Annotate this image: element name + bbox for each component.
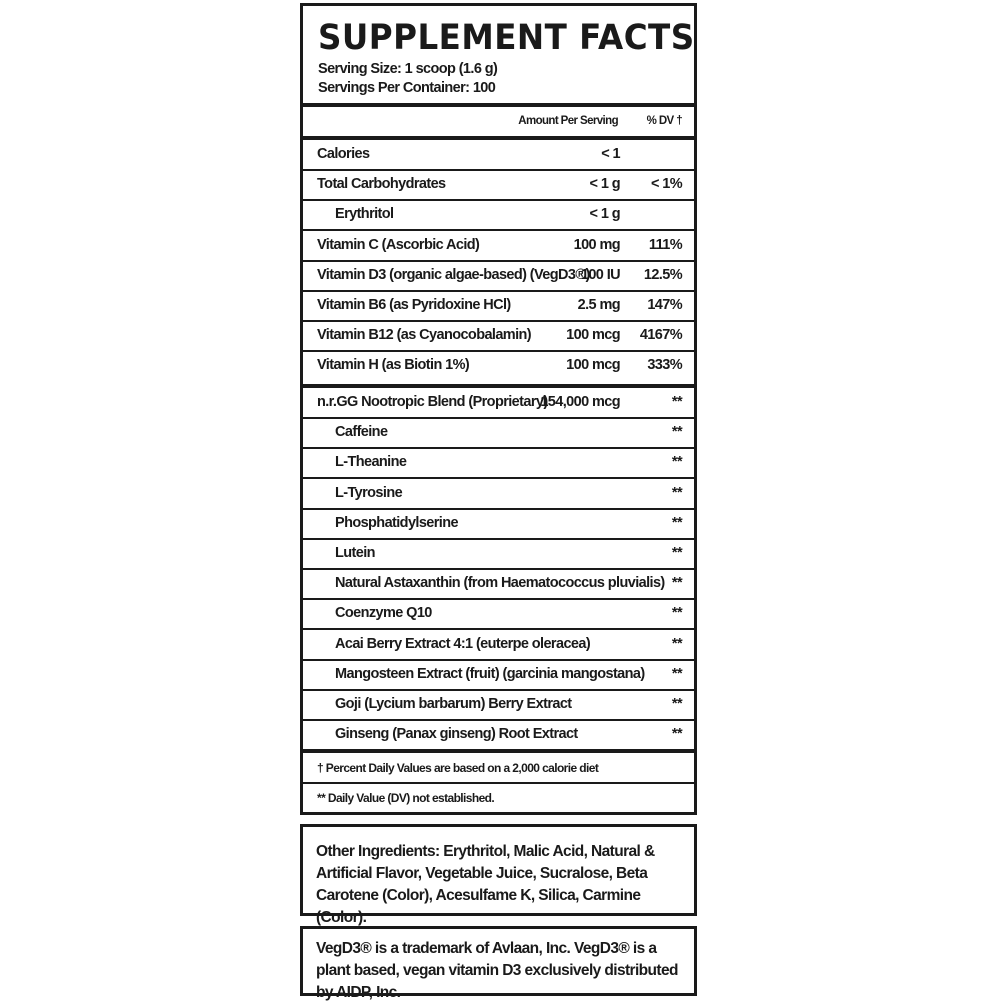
nutrient-name: Caffeine — [335, 424, 388, 441]
table-row: Vitamin B6 (as Pyridoxine HCl) 2.5 mg 147% — [303, 291, 694, 322]
table-row: Calories < 1 — [303, 140, 694, 171]
nutrient-dv: ** — [671, 665, 683, 682]
trademark-panel: VegD3® is a trademark of Avlaan, Inc. Ve… — [300, 926, 697, 1001]
nutrient-amount: < 1 — [601, 146, 620, 162]
nutrient-name: Vitamin B6 (as Pyridoxine HCl) — [317, 297, 511, 313]
table-row: Vitamin H (as Biotin 1%) 100 mcg 333% — [303, 351, 694, 380]
nutrient-name: Vitamin D3 (organic algae-based) (VegD3®… — [317, 266, 590, 283]
dv-header: % DV † — [646, 115, 683, 127]
nutrient-name: Erythritol — [335, 206, 394, 223]
nutrient-amount: 100 mg — [573, 236, 621, 253]
nutrient-name: Mangosteen Extract (fruit) (garcinia man… — [335, 665, 645, 682]
nutrient-name: Vitamin H (as Biotin 1%) — [317, 357, 470, 374]
nutrient-dv: ** — [671, 514, 683, 531]
panel-title: SUPPLEMENT FACTS — [318, 18, 695, 58]
nutrient-dv: < 1% — [650, 176, 683, 193]
table-row: L-Tyrosine ** — [303, 479, 694, 510]
table-row: Mangosteen Extract (fruit) (garcinia man… — [303, 660, 694, 691]
nutrient-name: Vitamin B12 (as Cyanocobalamin) — [317, 327, 532, 344]
nutrient-amount: 2.5 mg — [577, 297, 621, 313]
serving-size: Serving Size: 1 scoop (1.6 g) — [318, 61, 498, 77]
divider — [303, 749, 694, 753]
nutrient-dv: ** — [671, 696, 683, 712]
nutrient-dv: ** — [671, 726, 683, 743]
nutrient-name: L-Theanine — [335, 454, 407, 471]
table-row: L-Theanine ** — [303, 448, 694, 480]
supplement-facts-panel: SUPPLEMENT FACTS Serving Size: 1 scoop (… — [300, 3, 697, 815]
nutrient-name: Total Carbohydrates — [317, 176, 446, 193]
nutrient-name: Ginseng (Panax ginseng) Root Extract — [335, 726, 578, 743]
nutrient-dv: ** — [671, 484, 683, 501]
table-row: Vitamin C (Ascorbic Acid) 100 mg 111% — [303, 231, 694, 262]
table-row: Erythritol < 1 g — [303, 200, 694, 232]
divider — [303, 384, 694, 388]
nutrient-dv: 111% — [648, 236, 683, 253]
table-row: n.r.GG Nootropic Blend (Proprietary) 154,… — [303, 388, 694, 419]
amount-header: Amount Per Serving — [518, 115, 618, 127]
divider — [303, 103, 694, 107]
table-row: Goji (Lycium barbarum) Berry Extract ** — [303, 690, 694, 721]
nutrient-name: n.r.GG Nootropic Blend (Proprietary) — [317, 394, 548, 410]
nutrient-amount: < 1 g — [589, 176, 621, 193]
nutrient-dv: ** — [671, 545, 683, 561]
nutrient-dv: 147% — [647, 297, 682, 313]
nutrient-dv: ** — [671, 605, 683, 622]
trademark-note: VegD3® is a trademark of Avlaan, Inc. Ve… — [316, 940, 678, 1001]
nutrient-dv: ** — [671, 575, 683, 592]
nutrient-amount: 100 mcg — [566, 327, 620, 344]
nutrient-amount: 100 IU — [580, 266, 621, 283]
servings-per-container: Servings Per Container: 100 — [318, 80, 496, 96]
nutrient-name: Phosphatidylserine — [335, 514, 459, 531]
table-row: Coenzyme Q10 ** — [303, 599, 694, 631]
nutrient-name: Acai Berry Extract 4:1 (euterpe oleracea… — [335, 635, 591, 652]
nutrient-name: Lutein — [335, 545, 376, 561]
nutrient-dv: 333% — [647, 357, 682, 374]
table-row: Vitamin D3 (organic algae-based) (VegD3®… — [303, 261, 694, 292]
nutrient-dv: ** — [671, 635, 683, 652]
other-ingredients: Other Ingredients: Erythritol, Malic Aci… — [316, 843, 655, 926]
table-row: Vitamin B12 (as Cyanocobalamin) 100 mcg 41… — [303, 321, 694, 353]
footnote-not-established: ** Daily Value (DV) not established. — [317, 791, 495, 805]
nutrient-dv: ** — [671, 454, 683, 471]
nutrient-name: Coenzyme Q10 — [335, 605, 432, 622]
table-row: Caffeine ** — [303, 418, 694, 450]
nutrient-dv: 4167% — [639, 327, 683, 344]
footnote-dv: † Percent Daily Values are based on a 2,… — [303, 753, 694, 784]
nutrient-dv: 12.5% — [643, 266, 683, 283]
nutrient-name: Calories — [317, 146, 370, 162]
divider — [303, 136, 694, 140]
nutrient-name: Goji (Lycium barbarum) Berry Extract — [335, 696, 572, 712]
table-row: Lutein ** — [303, 539, 694, 570]
serving-info: Serving Size: 1 scoop (1.6 g) Servings P… — [318, 60, 498, 98]
table-row: Phosphatidylserine ** — [303, 509, 694, 540]
nutrient-amount: < 1 g — [589, 206, 621, 223]
nutrient-amount: 100 mcg — [566, 357, 620, 374]
nutrient-name: L-Tyrosine — [335, 484, 403, 501]
table-row: Natural Astaxanthin (from Haematococcus … — [303, 569, 694, 601]
nutrient-name: Vitamin C (Ascorbic Acid) — [317, 236, 480, 253]
other-ingredients-panel: Other Ingredients: Erythritol, Malic Aci… — [300, 824, 697, 926]
nutrient-amount: 154,000 mcg — [540, 394, 620, 410]
nutrient-dv: ** — [671, 394, 683, 410]
table-row: Total Carbohydrates < 1 g < 1% — [303, 170, 694, 202]
nutrient-name: Natural Astaxanthin (from Haematococcus … — [335, 575, 665, 592]
table-row: Ginseng (Panax ginseng) Root Extract ** — [303, 720, 694, 749]
nutrient-dv: ** — [671, 424, 683, 441]
table-row: Acai Berry Extract 4:1 (euterpe oleracea… — [303, 630, 694, 661]
column-header: Amount Per Serving % DV † — [303, 107, 694, 138]
